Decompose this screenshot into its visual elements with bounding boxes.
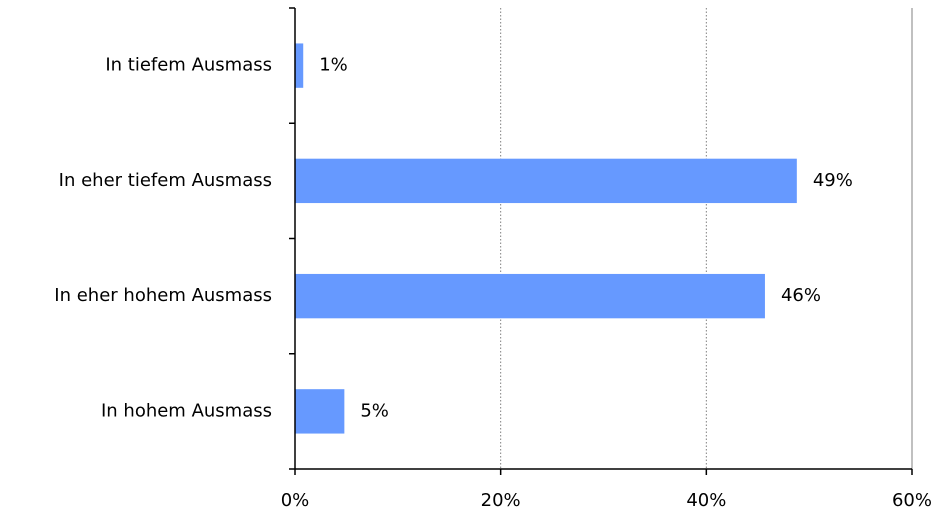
data-label: 1%	[319, 55, 348, 76]
bar	[295, 158, 797, 204]
bar	[295, 389, 345, 434]
text-layer: 0% 20% 40% 60% In tiefem Ausmass 1% In eher ti…	[54, 55, 932, 511]
category-label: In hohem Ausmass	[101, 400, 272, 421]
axis-layer	[289, 7, 913, 475]
category-label: In tiefem Ausmass	[105, 55, 272, 76]
x-tick-label: 0%	[281, 490, 310, 511]
data-label: 5%	[360, 400, 389, 421]
x-tick-label: 20%	[481, 490, 521, 511]
data-label: 46%	[781, 285, 821, 306]
x-tick-label: 40%	[686, 490, 726, 511]
x-tick-label: 60%	[892, 490, 932, 511]
bar	[295, 43, 304, 88]
grid-layer	[500, 8, 913, 469]
data-label: 49%	[813, 170, 853, 191]
category-label: In eher hohem Ausmass	[54, 285, 272, 306]
category-label: In eher tiefem Ausmass	[59, 170, 272, 191]
bar-layer	[295, 43, 797, 434]
bar	[295, 273, 765, 319]
